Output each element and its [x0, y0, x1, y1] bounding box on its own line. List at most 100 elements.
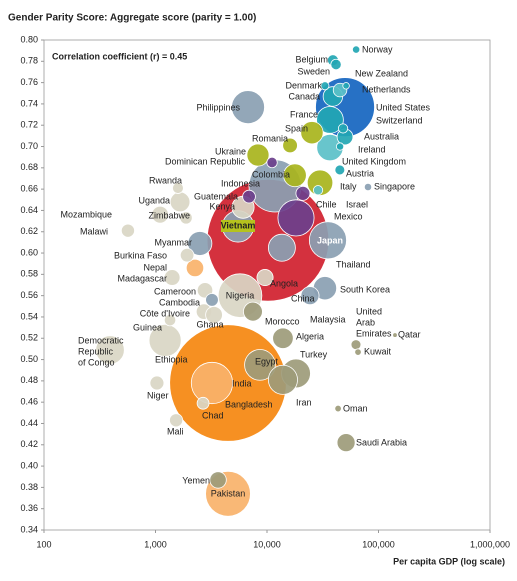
y-tick-label: 0.34 — [20, 524, 38, 534]
y-tick-label: 0.66 — [20, 184, 38, 194]
bubble-label: Switzerland — [376, 115, 423, 125]
x-tick-label: 100,000 — [362, 539, 395, 549]
bubble — [231, 90, 265, 125]
bubble-label: Singapore — [374, 181, 415, 191]
bubble — [342, 82, 350, 90]
bubble-label: Yemen — [182, 475, 210, 485]
y-tick-label: 0.72 — [20, 120, 38, 130]
bubble — [337, 123, 349, 134]
bubble-label: Niger — [147, 390, 169, 400]
y-tick-label: 0.68 — [20, 162, 38, 172]
bubble-label: Mozambique — [60, 209, 112, 219]
bubble — [316, 106, 344, 134]
bubble — [151, 205, 169, 224]
bubble — [300, 121, 324, 145]
bubble-label: Burkina Faso — [114, 250, 167, 260]
bubble-label: Rwanda — [149, 175, 182, 185]
bubble — [179, 211, 193, 225]
bubble-label: Israel — [346, 199, 368, 209]
bubble — [179, 247, 195, 263]
y-tick-label: 0.52 — [20, 333, 38, 343]
bubble — [350, 339, 362, 351]
y-tick-label: 0.46 — [20, 397, 38, 407]
bubble-label: India — [232, 378, 252, 388]
bubble-label: of Congo — [78, 357, 115, 367]
bubble-label: Guatemala — [194, 191, 238, 201]
bubble-label: United — [356, 306, 382, 316]
bubble-label: Thailand — [336, 259, 371, 269]
bubble-label: Mexico — [334, 211, 363, 221]
bubble-label: Egypt — [255, 356, 279, 366]
bubble-label: Ethiopia — [155, 354, 188, 364]
bubble-label: Saudi Arabia — [356, 437, 407, 447]
y-tick-label: 0.54 — [20, 311, 38, 321]
bubble — [149, 375, 165, 391]
bubble — [205, 306, 223, 324]
bubble-label: Ireland — [358, 144, 386, 154]
bubble-label: France — [290, 109, 318, 119]
bubble — [185, 258, 205, 278]
bubble-label: Democratic — [78, 335, 124, 345]
bubble-label: Algeria — [296, 331, 324, 341]
bubble — [283, 163, 307, 188]
bubble-label: Japan — [317, 235, 343, 245]
bubble-label: Nepal — [143, 262, 167, 272]
chart-title: Gender Parity Score: Aggregate score (pa… — [8, 13, 256, 24]
bubble-label: Angola — [270, 278, 298, 288]
bubble-label: Philippines — [196, 102, 240, 112]
bubble-label: Cameroon — [154, 286, 196, 296]
bubble-label: Zimbabwe — [148, 210, 190, 220]
y-tick-label: 0.48 — [20, 375, 38, 385]
bubble — [246, 143, 270, 167]
y-tick-label: 0.76 — [20, 77, 38, 87]
annotation: Correlation coefficient (r) = 0.45 — [52, 51, 187, 61]
bubble-label: Vietnam — [221, 220, 256, 230]
bubble — [267, 233, 296, 262]
bubble-label: Qatar — [398, 329, 421, 339]
bubble-label: United Kingdom — [342, 156, 406, 166]
bubble-label: Guinea — [133, 322, 162, 332]
bubble — [295, 185, 311, 201]
y-tick-label: 0.56 — [20, 290, 38, 300]
bubble — [190, 361, 234, 405]
bubble-label: Cambodia — [159, 297, 200, 307]
bubble-label: Canada — [288, 91, 320, 101]
y-tick-label: 0.36 — [20, 503, 38, 513]
bubble-label: Malawi — [80, 226, 108, 236]
y-tick-label: 0.62 — [20, 226, 38, 236]
bubble — [363, 182, 373, 192]
bubble-label: Turkey — [300, 349, 328, 359]
x-tick-label: 100 — [36, 539, 51, 549]
bubble — [169, 413, 184, 428]
bubble — [205, 293, 219, 307]
bubble — [320, 81, 330, 91]
y-tick-label: 0.44 — [20, 418, 38, 428]
bubble-label: Bangladesh — [225, 399, 273, 409]
bubble — [95, 335, 125, 365]
bubble — [335, 142, 345, 151]
bubble-label: United States — [376, 102, 431, 112]
bubble-label: Morocco — [265, 316, 300, 326]
bubble-label: Arab — [356, 317, 375, 327]
bubble — [352, 45, 361, 54]
bubble-label: Nigeria — [226, 290, 255, 300]
bubble-label: Romania — [252, 133, 288, 143]
x-axis-label: Per capita GDP (log scale) — [393, 556, 505, 566]
bubble-label: South Korea — [340, 284, 390, 294]
bubble-label: China — [291, 293, 315, 303]
bubble-label: Sweden — [297, 66, 330, 76]
bubble — [266, 156, 278, 169]
bubble-label: Oman — [343, 403, 368, 413]
bubble — [300, 286, 320, 306]
y-tick-label: 0.74 — [20, 98, 38, 108]
bubble-label: Ukraine — [215, 146, 246, 156]
bubble-label: Republic — [78, 346, 114, 356]
y-tick-label: 0.64 — [20, 205, 38, 215]
bubble — [277, 199, 315, 237]
bubble — [187, 231, 213, 256]
bubble — [334, 164, 346, 176]
bubble-label: Emirates — [356, 328, 392, 338]
bubble-label: Mali — [167, 426, 184, 436]
bubble — [196, 396, 210, 410]
